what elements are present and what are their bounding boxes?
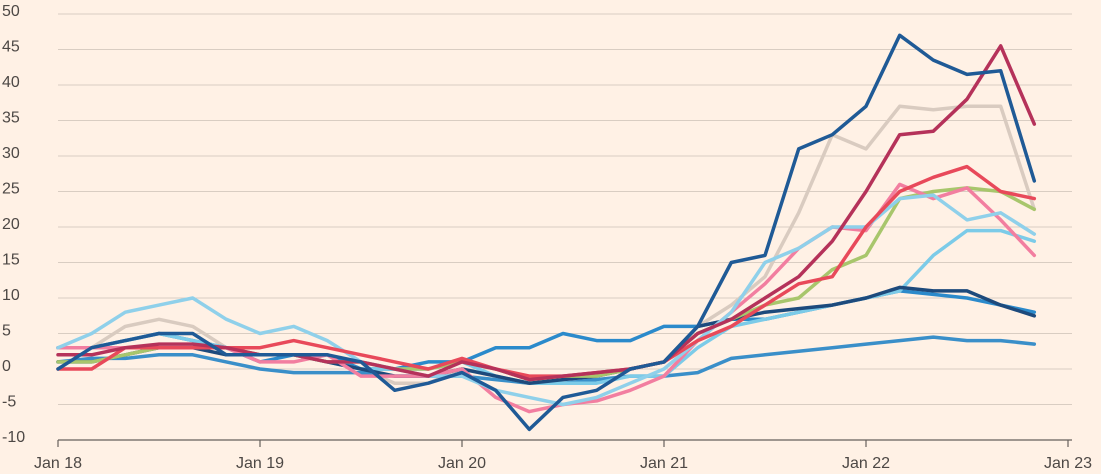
y-tick-label: 40: [2, 74, 20, 91]
y-tick-label: -5: [2, 394, 16, 411]
x-tick-label: Jan 23: [1044, 455, 1092, 472]
y-tick-label: 0: [2, 358, 11, 375]
y-tick-label: -10: [2, 429, 25, 446]
y-tick-label: 25: [2, 181, 20, 198]
y-tick-label: 50: [2, 3, 20, 20]
x-tick-label: Jan 22: [842, 455, 890, 472]
y-tick-label: 30: [2, 145, 20, 162]
x-tick-label: Jan 20: [438, 455, 486, 472]
y-tick-label: 10: [2, 287, 20, 304]
y-tick-label: 5: [2, 323, 11, 340]
x-tick-label: Jan 21: [640, 455, 688, 472]
y-tick-label: 20: [2, 216, 20, 233]
series-line: [56, 33, 1037, 432]
series-line: [56, 285, 1037, 385]
series-line: [56, 44, 1037, 382]
y-tick-label: 15: [2, 252, 20, 269]
y-tick-label: 45: [2, 39, 20, 56]
x-tick-label: Jan 18: [34, 455, 82, 472]
x-tick-label: Jan 19: [236, 455, 284, 472]
y-tick-label: 35: [2, 110, 20, 127]
